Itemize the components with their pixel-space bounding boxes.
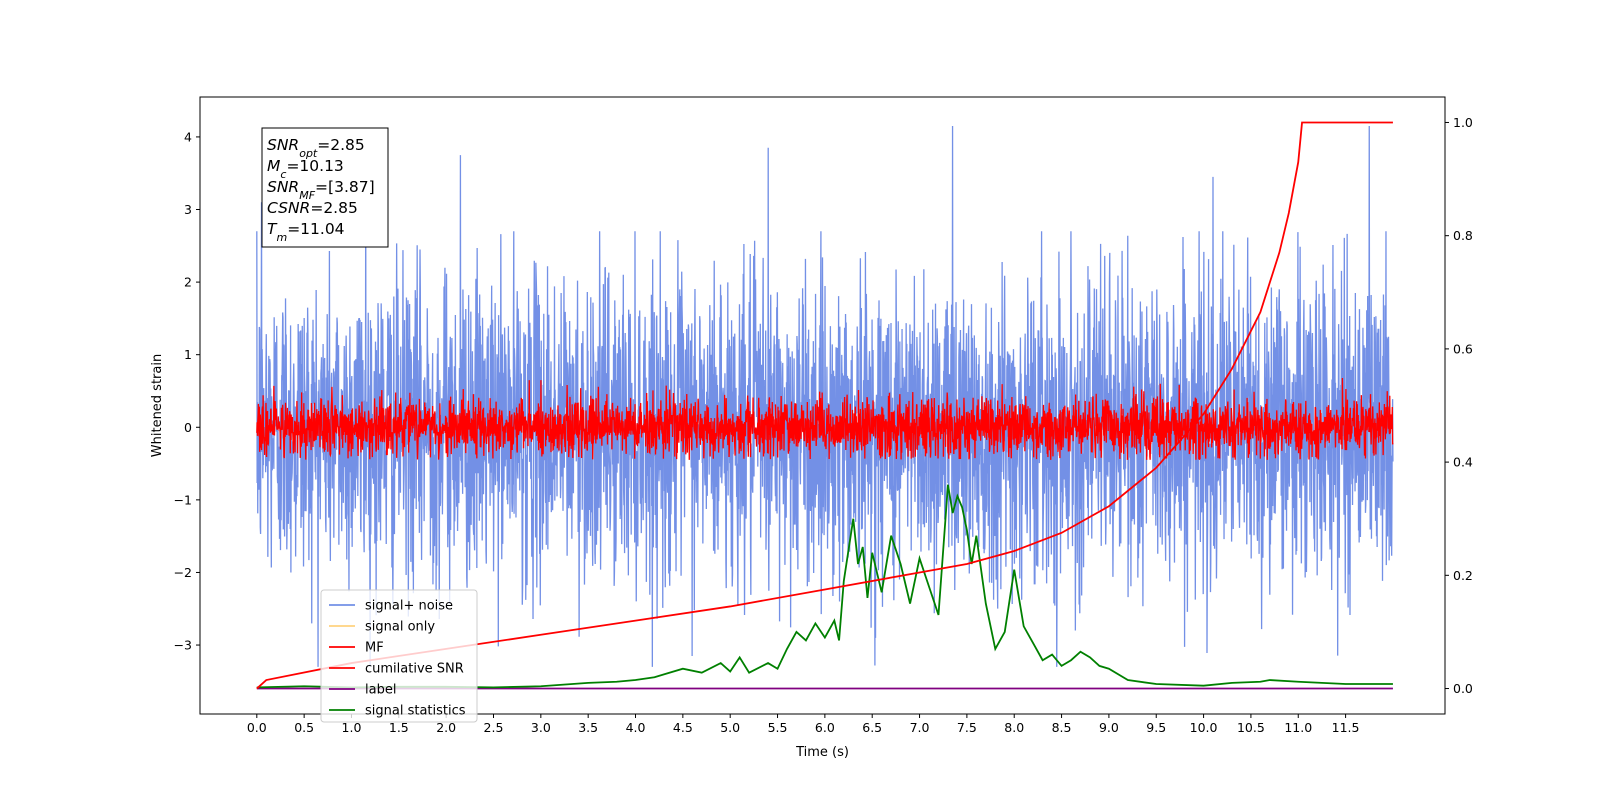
x-tick-label: 5.5 — [768, 720, 788, 735]
y-tick-label: 2 — [184, 275, 192, 290]
legend-label: signal+ noise — [365, 599, 453, 614]
x-tick-label: 11.0 — [1284, 720, 1312, 735]
x-tick-label: 11.5 — [1332, 720, 1360, 735]
x-tick-label: 8.0 — [1004, 720, 1024, 735]
legend-label: signal only — [365, 620, 435, 635]
x-tick-label: 0.0 — [247, 720, 267, 735]
y-axis-right: 1.0 0.8 0.6 0.4 0.2 0.0 — [1445, 115, 1473, 696]
x-axis: 0.0 0.5 1.0 1.5 2.0 2.5 3.0 3.5 4.0 4.5 5.0 5.5 6.0 6… — [247, 714, 1360, 735]
x-tick-label: 9.5 — [1146, 720, 1166, 735]
y-tick-label: 4 — [184, 129, 192, 144]
info-mc: Mc=10.13 — [267, 157, 344, 181]
legend-label: MF — [365, 641, 384, 656]
x-tick-label: 9.0 — [1099, 720, 1119, 735]
x-axis-title: Time (s) — [795, 745, 849, 760]
x-tick-label: 3.5 — [578, 720, 598, 735]
x-tick-label: 7.5 — [957, 720, 977, 735]
y-tick-label: 3 — [184, 202, 192, 217]
series-signal-noise-line — [256, 126, 1394, 667]
y2-tick-label: 0.0 — [1453, 681, 1473, 696]
legend-label: cumilative SNR — [365, 662, 464, 677]
series-mf-line — [256, 377, 1394, 460]
x-tick-label: 4.0 — [626, 720, 646, 735]
x-tick-label: 8.5 — [1052, 720, 1072, 735]
info-box-frame — [261, 127, 389, 248]
info-box: SNRopt=2.85 Mc=10.13 SNRMF=[3.87] CSNR=2… — [261, 127, 389, 248]
y-tick-label: 1 — [184, 347, 192, 362]
x-tick-label: 10.0 — [1190, 720, 1218, 735]
info-csnr: CSNR=2.85 — [267, 199, 358, 217]
x-tick-label: 4.5 — [673, 720, 693, 735]
y-tick-label: −1 — [174, 492, 192, 507]
legend: signal+ noise signal only MF cumilative SNR… — [320, 589, 478, 723]
series-signal-statistics-line — [256, 484, 1393, 689]
x-tick-label: 10.5 — [1237, 720, 1265, 735]
x-tick-label: 7.0 — [910, 720, 930, 735]
plot-frame — [199, 96, 1446, 715]
y2-tick-label: 0.6 — [1453, 341, 1473, 356]
y2-tick-label: 0.4 — [1453, 455, 1473, 470]
y-tick-label: −3 — [174, 638, 192, 653]
y-tick-label: 0 — [184, 420, 192, 435]
y2-tick-label: 0.8 — [1453, 228, 1473, 243]
x-tick-label: 5.0 — [720, 720, 740, 735]
y-axis-left: 4 3 2 1 0 −1 −2 −3 — [174, 129, 200, 653]
legend-label: signal statistics — [365, 704, 466, 719]
x-tick-label: 6.0 — [815, 720, 835, 735]
y-tick-label: −2 — [174, 565, 192, 580]
x-tick-label: 0.5 — [294, 720, 314, 735]
legend-frame — [320, 589, 478, 723]
x-tick-label: 2.0 — [436, 720, 456, 735]
x-tick-label: 2.5 — [484, 720, 504, 735]
legend-label: label — [365, 683, 396, 698]
info-snr-opt: SNRopt=2.85 — [267, 136, 365, 160]
x-tick-label: 1.0 — [342, 720, 362, 735]
x-tick-label: 1.5 — [389, 720, 409, 735]
info-snr-mf: SNRMF=[3.87] — [267, 178, 375, 202]
x-tick-label: 3.0 — [531, 720, 551, 735]
y2-tick-label: 0.2 — [1453, 568, 1473, 583]
info-tm: Tm=11.04 — [267, 220, 345, 244]
y-axis-title: Whitened strain — [150, 354, 165, 457]
x-tick-label: 6.5 — [862, 720, 882, 735]
series-cumulative-snr-line — [256, 121, 1393, 690]
y2-tick-label: 1.0 — [1453, 115, 1473, 130]
